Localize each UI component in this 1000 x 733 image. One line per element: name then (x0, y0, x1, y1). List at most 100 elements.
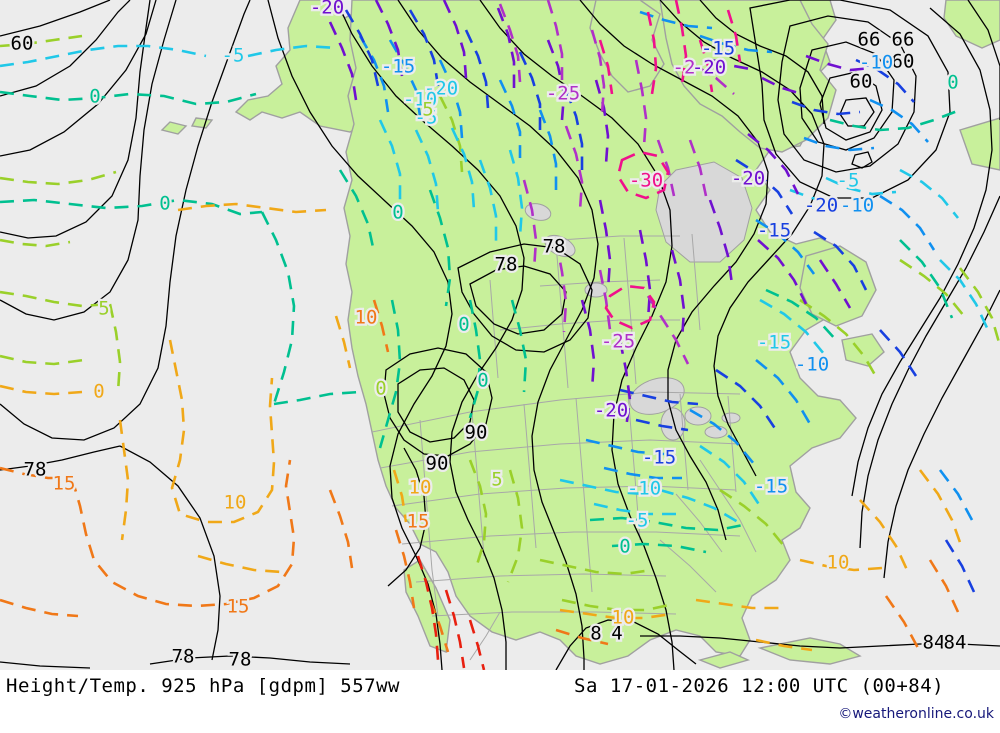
height-contour-label: 78 (543, 236, 566, 258)
hudson-bay (655, 161, 753, 263)
map-canvas[interactable]: 60 60 60 60 66 66 66 66 60 60 78 78 78 78 90 90 90 90 78 78… (0, 0, 1000, 670)
isotherm-label: 15 (227, 596, 250, 618)
isotherm-label-halo: 0 (392, 202, 403, 224)
lake-michigan (660, 407, 686, 441)
isotherm-0 (0, 90, 961, 554)
isotherm-m25 (498, 0, 735, 365)
isotherm-5 (0, 34, 1000, 612)
height-contour-label-halo: 90 (465, 422, 488, 444)
isotherm-label-halo: 5 (422, 99, 433, 121)
isotherm-label: -5 (415, 107, 438, 129)
isotherm-label-halo: -20 (310, 0, 344, 19)
isotherm-label: -20 (594, 400, 628, 422)
isotherm-label: -25 (546, 83, 580, 105)
temperature-contour-layer (0, 0, 1000, 670)
isotherm-label: 10 (224, 492, 247, 514)
isotherm-label-halo: 15 (53, 473, 76, 495)
isotherm-label: -20 (692, 57, 726, 79)
isotherm-label: -20 (804, 195, 838, 217)
isotherm-label-halo: 10 (224, 492, 247, 514)
isotherm-label: 5 (98, 298, 109, 320)
isotherm-label-halo: 10 (355, 307, 378, 329)
height-contour-label: 66 (858, 29, 881, 51)
isotherm-label-halo: 0 (947, 72, 958, 94)
isotherm-label-halo: -10 (795, 354, 829, 376)
isotherm-label: -20 (731, 168, 765, 190)
height-contour-label-halo: 60 (11, 33, 34, 55)
isotherm-label-halo: -5 (415, 107, 438, 129)
isotherm-label: -20 (424, 78, 458, 100)
isotherm-label: 15 (53, 473, 76, 495)
isotherm-label: -15 (642, 447, 676, 469)
isotherm-label-halo: 0 (375, 378, 386, 400)
isotherm-label: -5 (837, 170, 860, 192)
lake-erie (704, 425, 728, 439)
isotherm-label-halo: 0 (89, 86, 100, 108)
lake-superior (629, 377, 685, 415)
height-contour-label-halo: 66 (892, 29, 915, 51)
height-contour-label: 60 (11, 33, 34, 55)
isotherm-m15 (344, 9, 976, 593)
isotherm-label-halo: 15 (407, 511, 430, 533)
isotherm-label: -10 (859, 52, 893, 74)
height-contour-label: 84 (944, 632, 967, 654)
height-contour-label-halo: 90 (426, 453, 449, 475)
isotherm-m30 (598, 0, 742, 330)
isotherm-label-halo: 0 (619, 536, 630, 558)
isotherm-label: -10 (627, 478, 661, 500)
isotherm-label-halo: -15 (381, 56, 415, 78)
height-contour-label: 8 (590, 623, 601, 645)
isotherm-label-halo: -10 (403, 89, 437, 111)
height-contour-label-halo: 78 (229, 649, 252, 671)
isotherm-label: 0 (375, 378, 386, 400)
isotherm-label: 5 (491, 469, 502, 491)
height-contour-label: 78 (495, 254, 518, 276)
isotherm-label-halo: -5 (222, 45, 245, 67)
height-contour-label-halo: 60 (850, 71, 873, 93)
valid-time-label: Sa 17-01-2026 12:00 UTC (00+84) (574, 675, 945, 697)
isotherm-label-halo: -30 (629, 170, 663, 192)
isotherm-label-halo: -15 (642, 447, 676, 469)
product-title: Height/Temp. 925 hPa [gdpm] 557ww (6, 675, 400, 697)
copyright-label: ©weatheronline.co.uk (838, 706, 994, 722)
isotherm-label-halo: -25 (546, 83, 580, 105)
isotherm-label: 15 (407, 511, 430, 533)
isotherm-label: 0 (93, 381, 104, 403)
isotherm-label: 10 (827, 552, 850, 574)
isotherm-m20 (328, 0, 873, 429)
isotherm-label-halo: 10 (409, 477, 432, 499)
isotherm-label: -20 (310, 0, 344, 19)
isotherm-label-halo: -25 (601, 331, 635, 353)
height-contour-label: 78 (24, 459, 47, 481)
isotherm-label: -5 (222, 45, 245, 67)
footer-bar: Height/Temp. 925 hPa [gdpm] 557ww Sa 17-… (0, 670, 1000, 733)
height-contour-label: 60 (892, 51, 915, 73)
isotherm-20 (416, 555, 486, 670)
height-contour-label-halo: 78 (24, 459, 47, 481)
isotherm-label: 10 (612, 607, 635, 629)
isotherm-label-halo: 0 (159, 193, 170, 215)
isotherm-10 (0, 202, 964, 652)
isotherm-label-halo: 5 (98, 298, 109, 320)
isotherm-label: -15 (757, 332, 791, 354)
isotherm-label: 10 (409, 477, 432, 499)
height-contour-label-halo: 8 (590, 623, 601, 645)
isotherm-label-halo: 0 (477, 370, 488, 392)
isotherm-label-halo: -5 (626, 510, 649, 532)
isotherm-label-halo: -20 (424, 78, 458, 100)
admin-borders-layer (371, 233, 757, 661)
height-contour-label: 90 (465, 422, 488, 444)
height-contour-label-halo: 78 (495, 254, 518, 276)
temperature-label-group: -20-20-5-5 -15-15-10-1000-15-15-20-20-10-… (50, 0, 961, 631)
isotherm-label: -15 (757, 220, 791, 242)
isotherm-label-halo: -2 (673, 57, 696, 79)
isotherm-label: -15 (754, 476, 788, 498)
isotherm-label-halo: -10 (627, 478, 661, 500)
isotherm-label: -25 (601, 331, 635, 353)
height-contour-label: 66 (892, 29, 915, 51)
isotherm-label-halo: -10 (859, 52, 893, 74)
height-contour-label: 90 (426, 453, 449, 475)
